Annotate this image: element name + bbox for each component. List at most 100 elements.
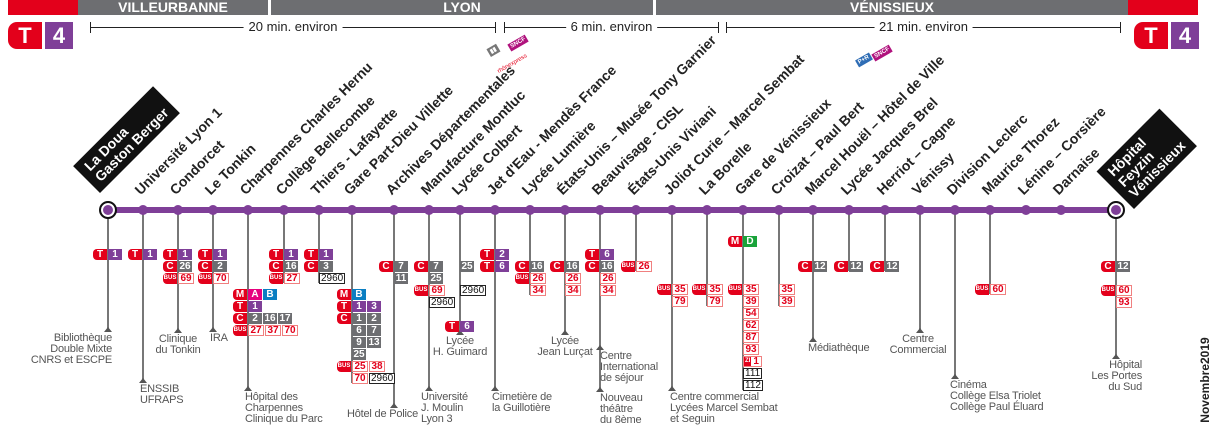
bus-line-badge[interactable]: 79 [672, 296, 688, 307]
station-stop-dot[interactable] [595, 205, 605, 215]
bus-line-badge[interactable]: 34 [565, 285, 581, 296]
chrono-line-badge[interactable]: 12 [849, 261, 863, 272]
bus-line-badge[interactable]: 87 [743, 332, 759, 343]
station-stop-dot[interactable] [1107, 201, 1125, 219]
bus-line-badge[interactable]: 69 [429, 285, 445, 296]
station-stop-dot[interactable] [560, 205, 570, 215]
chrono-line-badge[interactable]: 16 [600, 261, 614, 272]
coach-line-badge[interactable]: 2960 [319, 273, 346, 284]
chrono-line-badge[interactable]: 13 [367, 337, 381, 348]
chrono-line-badge[interactable]: 25 [460, 261, 474, 272]
chrono-line-badge[interactable]: 7 [394, 261, 408, 272]
bus-line-badge[interactable]: 34 [600, 285, 616, 296]
metro-line-badge[interactable]: A [248, 289, 262, 300]
bus-line-badge[interactable]: 60 [990, 284, 1006, 295]
chrono-line-badge[interactable]: 6 [352, 325, 366, 336]
bus-line-badge[interactable]: 93 [1116, 297, 1132, 308]
tram-line-badge[interactable]: 1 [284, 249, 298, 260]
bus-line-badge[interactable]: 54 [743, 308, 759, 319]
station-stop-dot[interactable] [490, 205, 500, 215]
station-stop-dot[interactable] [208, 205, 218, 215]
station-stop-dot[interactable] [844, 205, 854, 215]
station-stop-dot[interactable] [1056, 205, 1066, 215]
chrono-line-badge[interactable]: 25 [429, 273, 443, 284]
station-stop-dot[interactable] [279, 205, 289, 215]
chrono-line-badge[interactable]: 16 [284, 261, 298, 272]
chrono-line-badge[interactable]: 7 [367, 325, 381, 336]
metro-line-badge[interactable]: D [743, 236, 757, 247]
station-stop-dot[interactable] [631, 205, 641, 215]
tram-line-badge[interactable]: 6 [600, 249, 614, 260]
station-stop-dot[interactable] [667, 205, 677, 215]
chrono-line-badge[interactable]: 2 [367, 313, 381, 324]
tram-line-badge[interactable]: 1 [108, 249, 122, 260]
chrono-line-badge[interactable]: 16 [263, 313, 277, 324]
tram-line-badge[interactable]: 1 [319, 249, 333, 260]
tram-line-badge[interactable]: 1 [352, 301, 366, 312]
bus-line-badge[interactable]: 37 [265, 325, 281, 336]
station-stop-dot[interactable] [1021, 205, 1031, 215]
bus-line-badge[interactable]: 60 [1116, 285, 1132, 296]
bus-line-badge[interactable]: 26 [530, 273, 546, 284]
station-stop-dot[interactable] [985, 205, 995, 215]
bus-line-badge[interactable]: 69 [178, 273, 194, 284]
chrono-line-badge[interactable]: 16 [530, 261, 544, 272]
chrono-line-badge[interactable]: 12 [1116, 261, 1130, 272]
bus-line-badge[interactable]: 34 [530, 285, 546, 296]
station-stop-dot[interactable] [880, 205, 890, 215]
bus-line-badge[interactable]: 26 [636, 261, 652, 272]
bus-line-badge[interactable]: 27 [248, 325, 264, 336]
station-stop-dot[interactable] [774, 205, 784, 215]
station-stop-dot[interactable] [808, 205, 818, 215]
bus-line-badge[interactable]: 35 [779, 284, 795, 295]
bus-line-badge[interactable]: 62 [743, 320, 759, 331]
bus-line-badge[interactable]: 39 [779, 296, 795, 307]
bus-line-badge[interactable]: 70 [282, 325, 298, 336]
metro-line-badge[interactable]: B [263, 289, 277, 300]
tram-line-badge[interactable]: 6 [495, 261, 509, 272]
coach-line-badge[interactable]: 2960 [429, 297, 456, 308]
chrono-line-badge[interactable]: 3 [319, 261, 333, 272]
tram-line-badge[interactable]: 1 [143, 249, 157, 260]
bus-line-badge[interactable]: 25 [352, 361, 368, 372]
chrono-line-badge[interactable]: 16 [565, 261, 579, 272]
tram-line-badge[interactable]: 6 [460, 321, 474, 332]
terminus-name[interactable]: Hôpital Feyzin Vénissieux [1096, 108, 1198, 209]
station-stop-dot[interactable] [455, 205, 465, 215]
bus-line-badge[interactable]: 26 [600, 273, 616, 284]
coach-line-badge[interactable]: 2960 [460, 285, 487, 296]
terminus-name[interactable]: La Doua Gaston Berger [73, 86, 181, 193]
station-stop-dot[interactable] [525, 205, 535, 215]
bus-line-badge[interactable]: 39 [743, 296, 759, 307]
bus-line-badge[interactable]: 38 [369, 361, 385, 372]
tram-line-badge[interactable]: 3 [367, 301, 381, 312]
station-stop-dot[interactable] [738, 205, 748, 215]
station-stop-dot[interactable] [99, 201, 117, 219]
bus-line-badge[interactable]: 93 [743, 344, 759, 355]
station-stop-dot[interactable] [138, 205, 148, 215]
chrono-line-badge[interactable]: 11 [394, 273, 408, 284]
chrono-line-badge[interactable]: 17 [278, 313, 292, 324]
tram-line-badge[interactable]: 1 [248, 301, 262, 312]
metro-line-badge[interactable]: B [352, 289, 366, 300]
bus-line-badge[interactable]: 35 [743, 284, 759, 295]
tram-line-badge[interactable]: 1 [178, 249, 192, 260]
chrono-line-badge[interactable]: 12 [813, 261, 827, 272]
bus-line-badge[interactable]: 27 [284, 273, 300, 284]
station-stop-dot[interactable] [314, 205, 324, 215]
tram-line-badge[interactable]: 1 [213, 249, 227, 260]
chrono-line-badge[interactable]: 9 [352, 337, 366, 348]
chrono-line-badge[interactable]: 7 [429, 261, 443, 272]
bus-line-badge[interactable]: 35 [707, 284, 723, 295]
station-stop-dot[interactable] [173, 205, 183, 215]
bus-line-badge[interactable]: 35 [672, 284, 688, 295]
station-stop-dot[interactable] [915, 205, 925, 215]
bus-line-badge[interactable]: 26 [565, 273, 581, 284]
station-stop-dot[interactable] [950, 205, 960, 215]
tram-line-badge[interactable]: 2 [495, 249, 509, 260]
station-stop-dot[interactable] [243, 205, 253, 215]
bus-line-badge[interactable]: 79 [707, 296, 723, 307]
station-stop-dot[interactable] [389, 205, 399, 215]
station-stop-dot[interactable] [702, 205, 712, 215]
chrono-line-badge[interactable]: 12 [885, 261, 899, 272]
